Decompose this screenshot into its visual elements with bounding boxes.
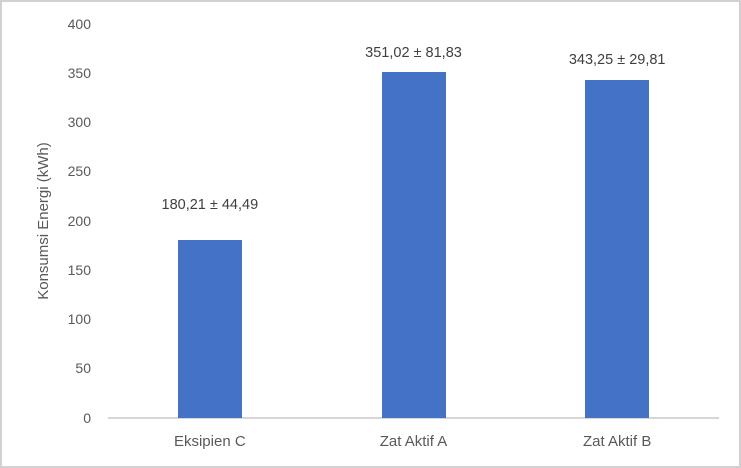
y-tick-label: 150 [67,261,91,278]
data-label: 180,21 ± 44,49 [161,197,259,214]
category-label: Zat Aktif A [379,433,448,450]
y-tick-label: 400 [67,15,91,32]
y-tick-label: 0 [83,409,91,426]
y-tick-label: 300 [67,114,91,130]
y-tick-label: 100 [67,311,91,327]
y-tick-label: 50 [75,360,91,377]
category-label: Zat Aktif B [582,433,652,450]
category-label: Eksipien C [173,433,246,450]
y-tick-label: 200 [67,212,91,229]
bar [585,79,650,418]
bar [381,72,446,418]
y-tick-label: 350 [67,64,91,81]
y-tick-label: 250 [67,163,91,180]
data-label: 343,25 ± 29,81 [568,51,666,68]
data-label: 351,02 ± 81,83 [365,45,462,62]
bar [177,240,242,418]
